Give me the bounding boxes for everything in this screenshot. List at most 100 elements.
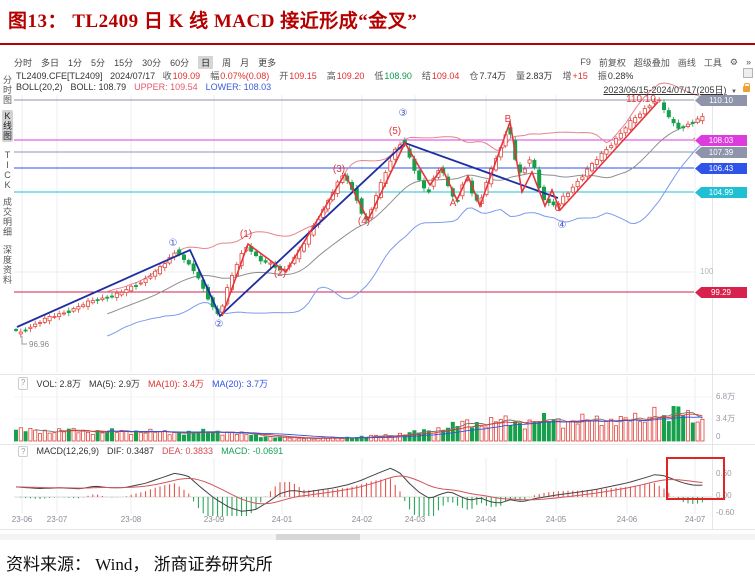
y-axis-label-100: 100 [700,267,714,276]
ticker-info-row: TL2409.CFE[TL2409] 2024/07/17 收109.09 幅0.… [16,69,648,81]
period-toolbar: 分时 多日 1分 5分 15分 30分 60分日周月更多 F9 前复权 超级叠加 画线 工具 ⚙ » [14,55,751,69]
tab-1分[interactable]: 1分 [68,57,83,68]
scrollbar-track[interactable] [0,534,755,540]
x-axis-label-24-01: 24-01 [271,515,293,524]
boll-field: BOLL(20,2) [16,82,63,92]
quote-field-value: 2.83万 [525,71,553,81]
toolbar-button-工具[interactable]: 工具 [703,57,722,68]
price-tag: 104.99 [695,187,747,198]
quote-field: 收109.09 [163,71,206,81]
tab-更多[interactable]: 更多 [258,57,277,68]
wave-label-red: (3) [333,164,345,175]
quote-field-label: 仓 [469,71,479,81]
toolbar-button-超级叠加[interactable]: 超级叠加 [633,57,670,68]
axis-label: 3.4万 [716,414,736,423]
indicator-value: MACD(12,26,9) [36,446,99,456]
quote-field-label: 幅 [210,71,220,81]
quote-field-value: 109.09 [172,71,201,81]
quote-fields: 收109.09 幅0.07%(0.08) 开109.15 高109.20 低108.90… [163,71,644,81]
price-tag: 99.29 [695,287,747,298]
low-price-label: 96.96 [29,340,50,349]
sidebar-item-0[interactable]: 分 时 图 [2,75,12,105]
indicator-row: BOLL(20,2) BOLL: 108.79 UPPER: 109.54 LOWER… [16,82,279,92]
wave-label-red: (2) [274,268,286,279]
quote-field-label: 振 [597,71,607,81]
wave-label-blue: ③ [399,108,408,119]
sidebar-item-4[interactable]: 深 度 资 料 [2,245,12,285]
x-axis-label-24-07: 24-07 [684,515,706,524]
boll-field: LOWER: 108.03 [205,82,272,92]
screenshot-icon[interactable] [743,68,753,78]
macd-lines [15,467,703,512]
title-underline [0,43,755,45]
horizontal-price-lines [14,99,694,293]
x-axis-label-24-05: 24-05 [545,515,567,524]
lock-icon [743,83,750,92]
quote-field-label: 开 [279,71,289,81]
quote-field: 振0.28% [598,71,639,81]
tab-多日[interactable]: 多日 [41,57,60,68]
wave-label-red: B [505,114,512,125]
wave-label-red: (5) [389,126,401,137]
axis-label: -0.60 [716,508,735,517]
help-icon[interactable]: ? [18,446,29,457]
tab-60分[interactable]: 60分 [170,57,190,68]
sidebar-item-3[interactable]: 成 交 明 细 [2,197,12,237]
x-axis-label-23-07: 23-07 [46,515,68,524]
chevron-right-icon[interactable]: » [745,57,751,67]
quote-field-value: 7.74万 [479,71,506,81]
wave-label-blue: ① [169,238,178,249]
x-axis-label-24-04: 24-04 [475,515,497,524]
date-range-text: 2023/06/15-2024/07/17(205日) [603,85,727,95]
tab-分时[interactable]: 分时 [14,57,33,68]
wave-label-blue: ② [215,319,224,330]
quote-field-label: 结 [421,71,431,81]
x-axis-label-24-02: 24-02 [351,515,373,524]
quote-field: 仓7.74万 [469,71,511,81]
tab-月[interactable]: 月 [240,57,250,68]
quote-field: 增+15 [563,71,593,81]
tab-15分[interactable]: 15分 [114,57,134,68]
sidebar-item-1[interactable]: K 线 图 [2,110,13,142]
wave-annotations: ① ② ③ ④ (1) (2) (3) (4) (5) A B C 110.10 96.96 ↑ [21,94,696,349]
macd-highlight-box [666,457,725,500]
toolbar-right: F9 前复权 超级叠加 画线 工具 ⚙ » [580,56,751,69]
toolbar-button-F9[interactable]: F9 [580,57,591,67]
price-tag: 106.43 [695,163,747,174]
quote-field: 开109.15 [279,71,322,81]
x-axis-label-23-09: 23-09 [203,515,225,524]
quote-field: 幅0.07%(0.08) [210,71,274,81]
tab-5分[interactable]: 5分 [91,57,106,68]
source-line: 资料来源： Wind， 浙商证券研究所 [6,555,273,574]
tab-日[interactable]: 日 [198,55,214,69]
date-range-selector[interactable]: 2023/06/15-2024/07/17(205日) ▼ [603,83,737,96]
trendlines [16,101,659,328]
quote-field-value: 109.15 [289,71,317,81]
x-axis-label-24-06: 24-06 [616,515,638,524]
scrollbar-thumb[interactable] [276,534,360,540]
tab-30分[interactable]: 30分 [142,57,162,68]
quote-field-value: 0.07%(0.08) [220,71,270,81]
quote-field-value: 0.28% [607,71,634,81]
x-axis-label-23-06: 23-06 [11,515,33,524]
sidebar-item-2[interactable]: T I C K [4,150,11,190]
tab-周[interactable]: 周 [222,57,232,68]
help-icon[interactable]: ? [18,377,29,390]
gear-icon[interactable]: ⚙ [729,56,738,67]
quote-field-label: 增 [562,71,572,81]
toolbar-button-前复权[interactable]: 前复权 [598,57,626,68]
marker-arrow-icon: ↑ [692,135,696,144]
toolbar-button-画线[interactable]: 画线 [677,57,696,68]
quote-field: 量2.83万 [516,71,558,81]
indicator-value: MA(10): 3.4万 [148,379,205,389]
indicator-value: VOL: 2.8万 [36,379,81,389]
wave-label-red: A [450,198,457,209]
indicator-value: MA(20): 3.7万 [212,379,269,389]
caret-down-icon: ▼ [731,89,737,95]
axis-label: 6.8万 [716,392,736,401]
price-tag: 107.39 [695,147,747,158]
volume-ma-lines [35,411,703,439]
quote-field-value: 109.20 [336,71,365,81]
